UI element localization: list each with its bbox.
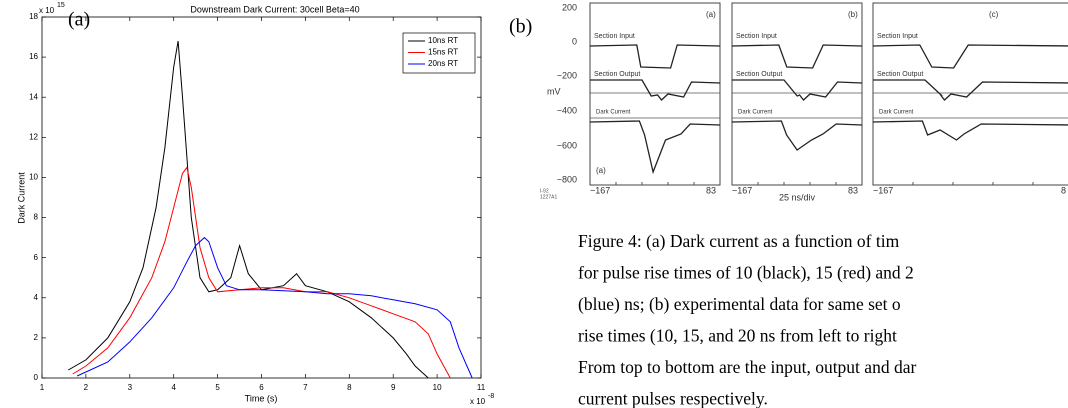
- y-tick-label: −200: [557, 70, 577, 80]
- x-tick-label: 4: [171, 383, 176, 392]
- y-tick-label: 16: [29, 52, 38, 61]
- x-tick-label: 5: [215, 383, 220, 392]
- y-tick-label: 6: [34, 253, 39, 262]
- x-range-label: −167: [873, 185, 893, 195]
- x-tick-label: 1: [40, 383, 45, 392]
- scope-label: (a): [706, 10, 716, 19]
- trace-label: Dark Current: [596, 110, 631, 116]
- y-tick-label: 12: [29, 132, 38, 141]
- y-tick-label: 200: [562, 2, 577, 12]
- legend-label: 20ns RT: [428, 59, 458, 68]
- scope-label: (b): [848, 10, 858, 19]
- x-multiplier: x 10: [470, 397, 486, 406]
- caption-line: Figure 4: (a) Dark current as a function…: [578, 231, 900, 251]
- x-tick-label: 3: [128, 383, 133, 392]
- y-multiplier: x 10: [39, 6, 55, 15]
- trace-label: Section Output: [736, 71, 782, 78]
- x-tick-label: 8: [347, 383, 352, 392]
- x-axis-label: Time (s): [245, 393, 278, 403]
- x-tick-label: 7: [303, 383, 308, 392]
- y-axis-label: Dark Current: [16, 172, 26, 224]
- x-exponent: -8: [488, 393, 494, 400]
- y-tick-label: −400: [557, 105, 577, 115]
- trace-label: Section Input: [877, 33, 918, 40]
- x-axis-note: 25 ns/div: [779, 192, 816, 202]
- y-exponent: 15: [57, 2, 65, 9]
- y-tick-label: −800: [557, 174, 577, 184]
- y-tick-label: 8: [34, 213, 39, 222]
- y-tick-label: 0: [572, 36, 577, 46]
- trace-label: Section Output: [877, 71, 923, 78]
- unit-label: mV: [547, 86, 561, 96]
- x-range-label: 8: [1061, 185, 1066, 195]
- legend-label: 10ns RT: [428, 36, 458, 45]
- caption-line: From top to bottom are the input, output…: [578, 357, 916, 377]
- trace-label: Section Input: [736, 33, 777, 40]
- x-tick-label: 9: [391, 383, 396, 392]
- trace-label: Section Output: [594, 71, 640, 78]
- x-tick-label: 10: [433, 383, 442, 392]
- trace-label: Dark Current: [879, 110, 914, 116]
- y-tick-label: 18: [29, 12, 38, 21]
- caption-line: for pulse rise times of 10 (black), 15 (…: [578, 263, 914, 283]
- legend-label: 15ns RT: [428, 48, 458, 57]
- y-tick-label: 14: [29, 92, 38, 101]
- panel-label: (a): [68, 9, 90, 31]
- inner-label: (a): [596, 166, 606, 175]
- x-tick-label: 6: [259, 383, 264, 392]
- trace-label: Dark Current: [738, 110, 773, 116]
- background: [0, 0, 1068, 408]
- caption-line: (blue) ns; (b) experimental data for sam…: [578, 294, 901, 314]
- x-range-label: −167: [590, 185, 610, 195]
- x-range-label: 83: [706, 185, 716, 195]
- caption-line: current pulses respectively.: [578, 389, 768, 408]
- y-tick-label: 10: [29, 173, 38, 182]
- y-tick-label: 2: [34, 333, 39, 342]
- x-tick-label: 11: [477, 383, 486, 392]
- chart-title: Downstream Dark Current: 30cell Beta=40: [190, 4, 359, 14]
- figure-id: 1227A1: [540, 194, 557, 200]
- x-range-label: −167: [732, 185, 752, 195]
- y-tick-label: −600: [557, 140, 577, 150]
- trace-label: Section Input: [594, 33, 635, 40]
- page: (a) Downstream Dark Current: 30cell Beta…: [0, 0, 1068, 408]
- x-tick-label: 2: [84, 383, 89, 392]
- scope-label: (c): [989, 10, 999, 19]
- figure: (a) Downstream Dark Current: 30cell Beta…: [0, 0, 1068, 408]
- y-tick-label: 0: [34, 373, 39, 382]
- y-tick-label: 4: [34, 293, 39, 302]
- panel-label: (b): [509, 16, 532, 38]
- caption-line: rise times (10, 15, and 20 ns from left …: [578, 326, 897, 346]
- x-range-label: 83: [848, 185, 858, 195]
